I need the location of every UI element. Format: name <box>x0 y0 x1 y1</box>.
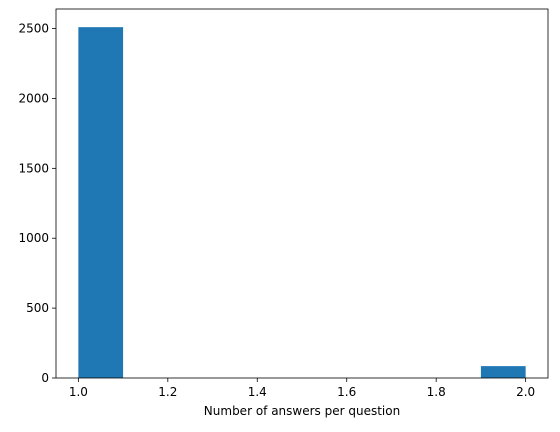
y-tick-label: 0 <box>41 371 49 385</box>
y-tick-label: 1000 <box>18 231 49 245</box>
histogram-bar <box>78 27 124 379</box>
x-tick-label: 1.8 <box>427 385 446 399</box>
y-tick-label: 2000 <box>18 91 49 105</box>
x-tick-label: 2.0 <box>516 385 535 399</box>
plot-frame <box>55 8 549 379</box>
y-tick-label: 1500 <box>18 161 49 175</box>
y-tick-label: 500 <box>26 301 49 315</box>
histogram-bar <box>480 366 526 378</box>
x-tick-label: 1.6 <box>337 385 356 399</box>
x-axis-label: Number of answers per question <box>204 404 400 418</box>
x-axis-ticks: 1.0 1.2 1.4 1.6 1.8 2.0 <box>69 378 535 399</box>
x-tick-label: 1.2 <box>158 385 177 399</box>
y-axis-ticks: 0 500 1000 1500 2000 2500 <box>18 22 56 385</box>
x-tick-label: 1.4 <box>248 385 267 399</box>
x-tick-label: 1.0 <box>69 385 88 399</box>
y-tick-label: 2500 <box>18 22 49 36</box>
histogram-bars <box>78 27 526 379</box>
